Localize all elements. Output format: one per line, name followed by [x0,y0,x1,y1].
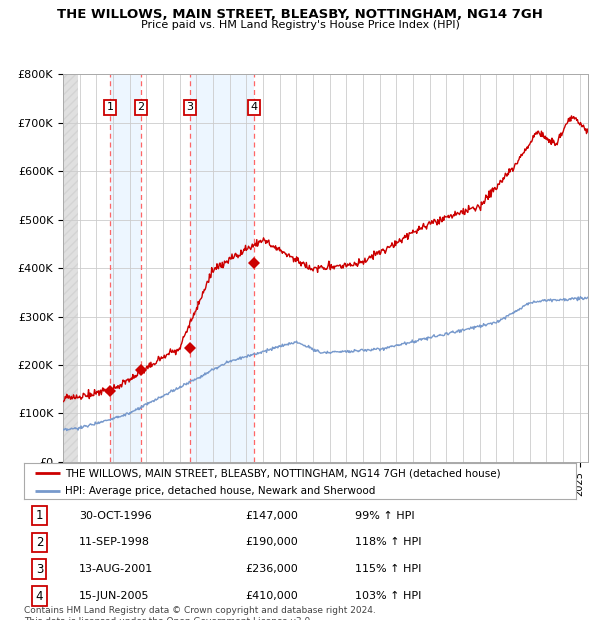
Text: HPI: Average price, detached house, Newark and Sherwood: HPI: Average price, detached house, Newa… [65,486,376,496]
Bar [110,74,141,462]
Text: 3: 3 [36,563,43,576]
Bar [190,74,254,462]
Text: 115% ↑ HPI: 115% ↑ HPI [355,564,422,574]
Text: Price paid vs. HM Land Registry's House Price Index (HPI): Price paid vs. HM Land Registry's House … [140,20,460,30]
Bar [63,74,79,462]
Text: 2: 2 [137,102,145,112]
Text: 11-SEP-1998: 11-SEP-1998 [79,538,150,547]
Text: 30-OCT-1996: 30-OCT-1996 [79,511,152,521]
Text: 3: 3 [187,102,193,112]
Text: 103% ↑ HPI: 103% ↑ HPI [355,591,422,601]
Text: 1: 1 [36,509,43,522]
Text: 4: 4 [36,590,43,603]
Text: £410,000: £410,000 [245,591,298,601]
Text: £236,000: £236,000 [245,564,298,574]
Text: £190,000: £190,000 [245,538,298,547]
Text: 15-JUN-2005: 15-JUN-2005 [79,591,150,601]
Text: Contains HM Land Registry data © Crown copyright and database right 2024.
This d: Contains HM Land Registry data © Crown c… [24,606,376,620]
Text: 2: 2 [36,536,43,549]
Text: 13-AUG-2001: 13-AUG-2001 [79,564,154,574]
Text: THE WILLOWS, MAIN STREET, BLEASBY, NOTTINGHAM, NG14 7GH: THE WILLOWS, MAIN STREET, BLEASBY, NOTTI… [57,8,543,21]
Text: 4: 4 [250,102,257,112]
Text: £147,000: £147,000 [245,511,298,521]
Text: 118% ↑ HPI: 118% ↑ HPI [355,538,422,547]
Text: 1: 1 [107,102,113,112]
Text: THE WILLOWS, MAIN STREET, BLEASBY, NOTTINGHAM, NG14 7GH (detached house): THE WILLOWS, MAIN STREET, BLEASBY, NOTTI… [65,468,501,478]
Text: 99% ↑ HPI: 99% ↑ HPI [355,511,415,521]
